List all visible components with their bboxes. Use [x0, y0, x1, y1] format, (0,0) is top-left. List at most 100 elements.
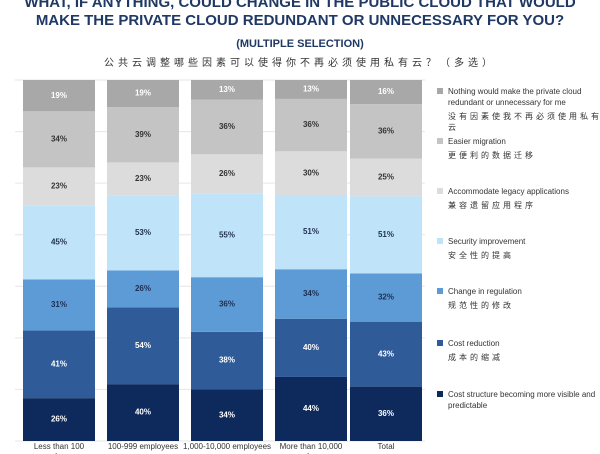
- value-label: 19%: [135, 89, 151, 98]
- value-label: 23%: [135, 174, 151, 183]
- legend-swatch: [437, 288, 443, 294]
- bar-segment: [107, 384, 179, 441]
- legend-swatch: [437, 391, 443, 397]
- value-label: 36%: [378, 409, 394, 418]
- bar-segment: [107, 195, 179, 271]
- value-label: 34%: [303, 289, 319, 298]
- legend-label-zh: 安全性的提高: [448, 251, 514, 260]
- legend-label: Cost reduction: [448, 339, 500, 348]
- value-label: 30%: [303, 168, 319, 177]
- legend-swatch: [437, 340, 443, 346]
- value-label: 34%: [51, 134, 67, 143]
- value-label: 54%: [135, 341, 151, 350]
- x-tick-label: 1,000-10,000 employees: [182, 442, 272, 451]
- value-label: 19%: [51, 91, 67, 100]
- value-label: 13%: [219, 85, 235, 94]
- value-label: 45%: [51, 237, 67, 246]
- legend-label: Change in regulation: [448, 287, 522, 296]
- bar-segment: [275, 376, 347, 441]
- bar-segment: [107, 307, 179, 385]
- legend-label: Cost structure becoming more visible and…: [448, 390, 596, 410]
- chart-subtitle: (MULTIPLE SELECTION): [236, 38, 364, 50]
- legend-item: Cost reduction 成本的缩减: [437, 338, 600, 363]
- bar-segment: [191, 389, 263, 441]
- bar-segment: [350, 80, 422, 105]
- value-label: 32%: [378, 293, 394, 302]
- value-label: 25%: [378, 173, 394, 182]
- bar-segment: [23, 279, 95, 331]
- bar-segment: [191, 80, 263, 100]
- value-label: 38%: [219, 356, 235, 365]
- bar-segment: [107, 162, 179, 196]
- bar-segment: [23, 111, 95, 168]
- bar-segment: [275, 194, 347, 270]
- bar-segment: [23, 80, 95, 112]
- bar-segment: [107, 107, 179, 163]
- x-tick-label: 100-999 employees: [107, 442, 179, 451]
- legend-label-zh: 更便利的数据迁移: [448, 151, 536, 160]
- value-label: 36%: [378, 126, 394, 135]
- bar-segment: [23, 398, 95, 441]
- value-label: 55%: [219, 231, 235, 240]
- legend-label-zh: 兼容遗留应用程序: [448, 201, 536, 210]
- value-label: 39%: [135, 130, 151, 139]
- bar-segment: [191, 193, 263, 278]
- bar-segment: [350, 273, 422, 322]
- bar-segment: [275, 151, 347, 195]
- x-tick-label: Less than 100 employees: [33, 442, 85, 454]
- bar-segment: [350, 196, 422, 274]
- value-label: 43%: [378, 349, 394, 358]
- value-label: 44%: [303, 404, 319, 413]
- value-label: 26%: [219, 169, 235, 178]
- legend-label: Nothing would make the private cloud red…: [448, 87, 582, 107]
- legend-label: Accommodate legacy applications: [448, 187, 569, 196]
- bar-segment: [275, 269, 347, 319]
- value-label: 51%: [378, 230, 394, 239]
- bar-segment: [275, 318, 347, 377]
- bar-segment: [23, 167, 95, 206]
- bar-segment: [350, 386, 422, 441]
- bar-segment: [350, 104, 422, 159]
- legend-label: Security improvement: [448, 237, 526, 246]
- bar-segment: [107, 270, 179, 308]
- legend-item: Security improvement 安全性的提高: [437, 236, 600, 261]
- bar-segment: [23, 330, 95, 399]
- value-label: 36%: [219, 122, 235, 131]
- legend-label-zh: 规范性的修改: [448, 301, 514, 310]
- chart-title: WHAT, IF ANYTHING, COULD CHANGE IN THE P…: [24, 0, 576, 29]
- legend-label: Easier migration: [448, 137, 506, 146]
- legend-swatch: [437, 188, 443, 194]
- legend-item: Easier migration 更便利的数据迁移: [437, 136, 600, 161]
- bar-segment: [191, 99, 263, 155]
- value-label: 31%: [51, 300, 67, 309]
- value-label: 34%: [219, 410, 235, 419]
- value-label: 36%: [303, 120, 319, 129]
- value-label: 23%: [51, 181, 67, 190]
- value-label: 41%: [51, 359, 67, 368]
- value-label: 40%: [303, 343, 319, 352]
- x-tick-label: Total: [377, 442, 395, 451]
- legend-item: Accommodate legacy applications 兼容遗留应用程序: [437, 186, 600, 211]
- value-label: 26%: [135, 284, 151, 293]
- legend-label-zh: 成本的缩减: [448, 353, 503, 362]
- value-label: 51%: [303, 227, 319, 236]
- value-label: 53%: [135, 228, 151, 237]
- value-label: 36%: [219, 300, 235, 309]
- legend-item: Nothing would make the private cloud red…: [437, 86, 600, 133]
- bar-segment: [23, 205, 95, 280]
- bar-segment: [191, 154, 263, 194]
- bar-segment: [107, 80, 179, 108]
- legend-swatch: [437, 88, 443, 94]
- x-tick-label: More than 10,000 employees: [279, 442, 343, 454]
- bar-segment: [275, 80, 347, 99]
- chart-subtitle-zh: 公共云调整哪些因素可以使得你不再必须使用私有云？（多选）: [104, 58, 496, 69]
- legend-label-zh: 没有因素使我不再必须使用私有云: [448, 112, 600, 132]
- bar-segment: [191, 277, 263, 332]
- legend-item: Change in regulation 规范性的修改: [437, 286, 600, 311]
- bar-segment: [350, 158, 422, 197]
- value-label: 13%: [303, 85, 319, 94]
- legend-swatch: [437, 138, 443, 144]
- value-label: 16%: [378, 87, 394, 96]
